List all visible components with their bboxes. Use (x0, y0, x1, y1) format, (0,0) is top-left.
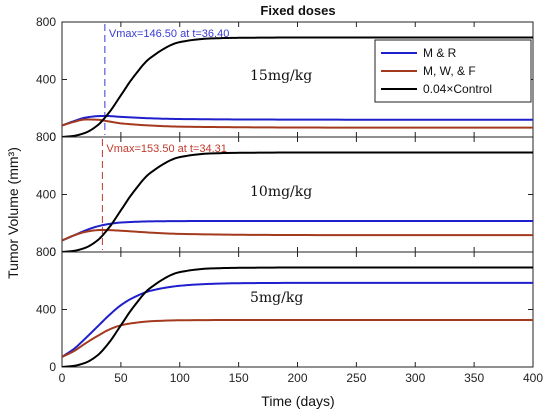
y-tick-label: 0 (49, 245, 56, 259)
x-tick-label: 150 (229, 371, 249, 385)
series-line-m-r (62, 114, 533, 127)
series-line-m-r (62, 281, 533, 358)
vmax-annotation: Vmax=146.50 at t=36.40 (109, 28, 229, 40)
panel-2: 0 400 800 Vmax=153.50 at t=34.31 10mg/kg (36, 130, 534, 259)
panel-1: 0 400 800 Vmax=146.50 at t=36.40 15mg/kg (36, 15, 534, 144)
x-tick-label: 100 (170, 371, 190, 385)
x-tick-label: 200 (287, 371, 307, 385)
series-line-m-w-f (62, 118, 533, 129)
y-tick-label: 800 (36, 15, 56, 29)
x-tick-label: 400 (523, 371, 543, 385)
y-tick-label: 400 (36, 188, 56, 202)
x-tick-label: 300 (405, 371, 425, 385)
legend-label: 0.04×Control (423, 82, 492, 96)
x-tick-label: 50 (114, 371, 128, 385)
y-tick-label: 400 (36, 73, 56, 87)
dose-label: 15mg/kg (250, 68, 312, 84)
legend-label: M & R (423, 46, 457, 60)
series-line-0-04-control (62, 266, 533, 367)
dose-label: 10mg/kg (250, 184, 312, 200)
y-tick-label: 800 (36, 245, 56, 259)
y-tick-label: 0 (49, 360, 56, 374)
legend-label: M, W, & F (423, 64, 476, 78)
vmax-annotation: Vmax=153.50 at t=34.31 (106, 143, 226, 155)
y-tick-label: 0 (49, 130, 56, 144)
y-axis-label: Tumor Volume (mm³) (5, 147, 21, 279)
x-tick-label: 0 (59, 371, 66, 385)
chart-title: Fixed doses (260, 3, 335, 18)
x-tick-label: 350 (464, 371, 484, 385)
dose-label: 5mg/kg (250, 290, 303, 306)
series-line-m-r (62, 219, 533, 242)
x-axis-label: Time (days) (261, 393, 334, 409)
series-line-0-04-control (62, 36, 533, 137)
series-line-m-w-f (62, 318, 533, 358)
y-tick-label: 400 (36, 303, 56, 317)
x-tick-label: 250 (346, 371, 366, 385)
panel-3: 0 400 800 5mg/kg (36, 245, 534, 374)
y-tick-label: 800 (36, 130, 56, 144)
series-line-0-04-control (62, 151, 533, 252)
series-line-m-w-f (62, 228, 533, 242)
legend: M & R M, W, & F 0.04×Control (374, 39, 532, 103)
